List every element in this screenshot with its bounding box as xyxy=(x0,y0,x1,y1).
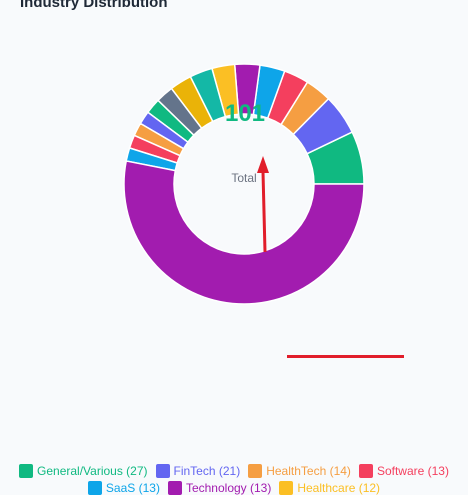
legend-swatch xyxy=(248,464,263,478)
legend-label: FinTech (21) xyxy=(173,464,241,478)
chart-title: Industry Distribution xyxy=(20,0,168,11)
legend-label: General/Various (27) xyxy=(37,464,148,478)
total-value: 101 xyxy=(224,100,266,127)
donut-slice-15[interactable] xyxy=(123,160,365,305)
legend-item-3[interactable]: Software (13) xyxy=(358,464,449,478)
legend-label: Healthcare (12) xyxy=(297,481,381,495)
total-label: Total xyxy=(231,171,257,185)
legend-item-1[interactable]: FinTech (21) xyxy=(155,464,241,478)
legend-label: Technology (13) xyxy=(185,481,272,495)
legend-item-2[interactable]: HealthTech (14) xyxy=(248,464,351,478)
chart-legend: General/Various (27) FinTech (21) HealthTe… xyxy=(0,464,468,495)
donut-chart xyxy=(123,63,365,305)
annotation-underline xyxy=(287,355,404,358)
legend-swatch xyxy=(155,464,170,478)
legend-item-4[interactable]: SaaS (13) xyxy=(87,481,160,495)
legend-item-0[interactable]: General/Various (27) xyxy=(19,464,148,478)
legend-swatch xyxy=(87,481,102,495)
donut-slices xyxy=(123,63,365,305)
legend-label: Software (13) xyxy=(376,464,449,478)
legend-swatch xyxy=(19,464,34,478)
legend-item-6[interactable]: Healthcare (12) xyxy=(279,481,380,495)
legend-label: SaaS (13) xyxy=(105,481,160,495)
legend-label: HealthTech (14) xyxy=(266,464,351,478)
annotation-arrow xyxy=(257,156,269,253)
legend-swatch xyxy=(167,481,182,495)
legend-swatch xyxy=(358,464,373,478)
legend-item-5[interactable]: Technology (13) xyxy=(167,481,272,495)
legend-swatch xyxy=(279,481,294,495)
